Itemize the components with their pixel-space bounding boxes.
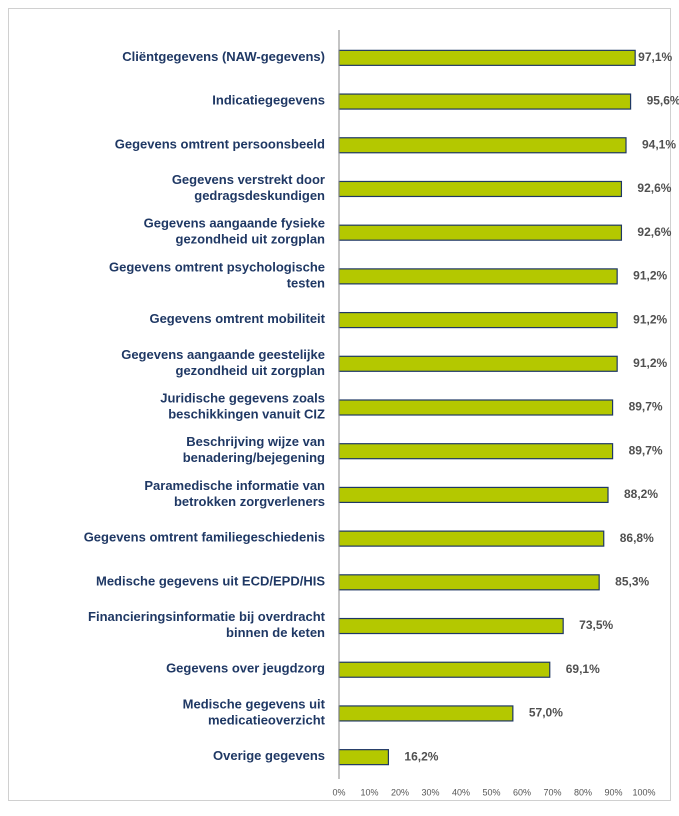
x-tick-label: 50% — [482, 787, 500, 797]
y-tick-label-line: Juridische gegevens zoals — [160, 391, 325, 406]
y-tick-label-line: betrokken zorgverleners — [174, 494, 325, 509]
y-tick-label-line: Medische gegevens uit ECD/EPD/HIS — [96, 574, 325, 589]
y-tick-label-line: Gegevens omtrent mobiliteit — [149, 312, 325, 327]
y-tick-label: Gegevens verstrekt door gedragsdeskundige… — [172, 172, 325, 203]
bar — [338, 180, 623, 198]
value-label: 92,6% — [637, 181, 671, 195]
value-label: 57,0% — [529, 706, 563, 720]
bar — [338, 311, 618, 329]
value-label: 92,6% — [637, 225, 671, 239]
value-label: 89,7% — [629, 443, 663, 457]
y-tick-label-line: Gegevens omtrent psychologische — [109, 260, 325, 275]
bar — [338, 224, 623, 241]
y-tick-label-line: Gegevens over jeugdzorg — [166, 661, 325, 676]
bar — [338, 661, 551, 678]
y-tick-label-line: Indicatiegegevens — [212, 93, 325, 108]
y-tick-label-line: Gegevens aangaande fysieke — [144, 216, 325, 231]
x-tick-label: 90% — [604, 787, 622, 797]
y-tick-label-line: Gegevens verstrekt door — [172, 172, 325, 187]
y-tick-label-line: Paramedische informatie van — [144, 478, 325, 493]
x-tick-label: 0% — [332, 787, 345, 797]
y-tick-label: Beschrijving wijze van benadering/bejegen… — [183, 435, 325, 466]
y-tick-label: Indicatiegegevens — [212, 93, 325, 108]
y-tick-label-line: Medische gegevens uit — [183, 697, 326, 712]
x-tick-label: 80% — [574, 787, 592, 797]
bar — [338, 705, 514, 722]
bar — [338, 355, 618, 372]
y-tick-label-line: testen — [287, 276, 325, 291]
y-tick-label: Medische gegevens uit medicatieoverzicht — [183, 697, 326, 728]
y-tick-label: Gegevens omtrent mobiliteit — [149, 312, 325, 327]
value-label: 91,2% — [633, 269, 667, 283]
y-tick-label: Gegevens omtrent psychologische testen — [109, 260, 325, 291]
value-label: 73,5% — [579, 618, 613, 632]
value-label: 86,8% — [620, 531, 654, 545]
bar — [338, 443, 614, 460]
value-label: 91,2% — [633, 356, 667, 370]
y-tick-label: Juridische gegevens zoals beschikkingen v… — [160, 391, 325, 422]
y-tick-label-line: gedragsdeskundigen — [194, 188, 325, 203]
x-tick-label: 30% — [421, 787, 439, 797]
bar — [338, 49, 636, 66]
y-tick-label-line: benadering/bejegening — [183, 451, 325, 466]
bar — [338, 530, 605, 547]
bar — [338, 137, 627, 154]
x-tick-label: 10% — [360, 787, 378, 797]
y-tick-label: Overige gegevens — [213, 749, 325, 764]
bar — [338, 399, 614, 416]
bar — [338, 749, 390, 766]
y-tick-label: Paramedische informatie van betrokken zor… — [144, 478, 325, 509]
bar — [338, 617, 564, 635]
y-tick-label: Financieringsinformatie bij overdracht bi… — [88, 609, 326, 640]
y-tick-label-line: Financieringsinformatie bij overdracht — [88, 609, 326, 624]
bar — [338, 268, 618, 285]
x-tick-label: 70% — [543, 787, 561, 797]
y-tick-label-line: Gegevens aangaande geestelijke — [121, 347, 325, 362]
x-tick-label: 40% — [452, 787, 470, 797]
value-label: 69,1% — [566, 662, 600, 676]
y-tick-label-line: beschikkingen vanuit CIZ — [168, 407, 325, 422]
y-tick-label-line: Cliëntgegevens (NAW-gegevens) — [122, 49, 325, 64]
y-tick-label: Gegevens omtrent familiegeschiedenis — [84, 530, 325, 545]
value-label: 89,7% — [629, 400, 663, 414]
x-tick-label: 20% — [391, 787, 409, 797]
y-tick-label-line: Overige gegevens — [213, 749, 325, 764]
y-tick-label-line: Gegevens omtrent persoonsbeeld — [115, 137, 325, 152]
value-label: 95,6% — [647, 94, 679, 108]
y-tick-label-line: medicatieoverzicht — [208, 713, 326, 728]
y-tick-label: Gegevens over jeugdzorg — [166, 661, 325, 676]
y-tick-label-line: binnen de keten — [226, 625, 325, 640]
value-label: 94,1% — [642, 137, 676, 151]
y-tick-label-line: gezondheid uit zorgplan — [176, 363, 326, 378]
value-label: 91,2% — [633, 312, 667, 326]
y-tick-label: Gegevens aangaande geestelijke gezondheid… — [121, 347, 325, 378]
x-tick-label: 60% — [513, 787, 531, 797]
value-label: 88,2% — [624, 487, 658, 501]
y-tick-label: Gegevens aangaande fysieke gezondheid uit… — [144, 216, 325, 247]
bar — [338, 486, 609, 504]
y-tick-label-line: Beschrijving wijze van — [186, 435, 325, 450]
value-label: 97,1% — [638, 50, 672, 64]
y-tick-label: Cliëntgegevens (NAW-gegevens) — [122, 49, 325, 64]
bar — [338, 574, 600, 591]
value-label: 85,3% — [615, 574, 649, 588]
y-tick-label-line: gezondheid uit zorgplan — [176, 232, 326, 247]
bar — [338, 93, 632, 110]
y-tick-label-line: Gegevens omtrent familiegeschiedenis — [84, 530, 325, 545]
y-tick-label: Gegevens omtrent persoonsbeeld — [115, 137, 325, 152]
value-label: 16,2% — [404, 749, 438, 763]
x-tick-label: 100% — [632, 787, 655, 797]
y-tick-label: Medische gegevens uit ECD/EPD/HIS — [96, 574, 325, 589]
